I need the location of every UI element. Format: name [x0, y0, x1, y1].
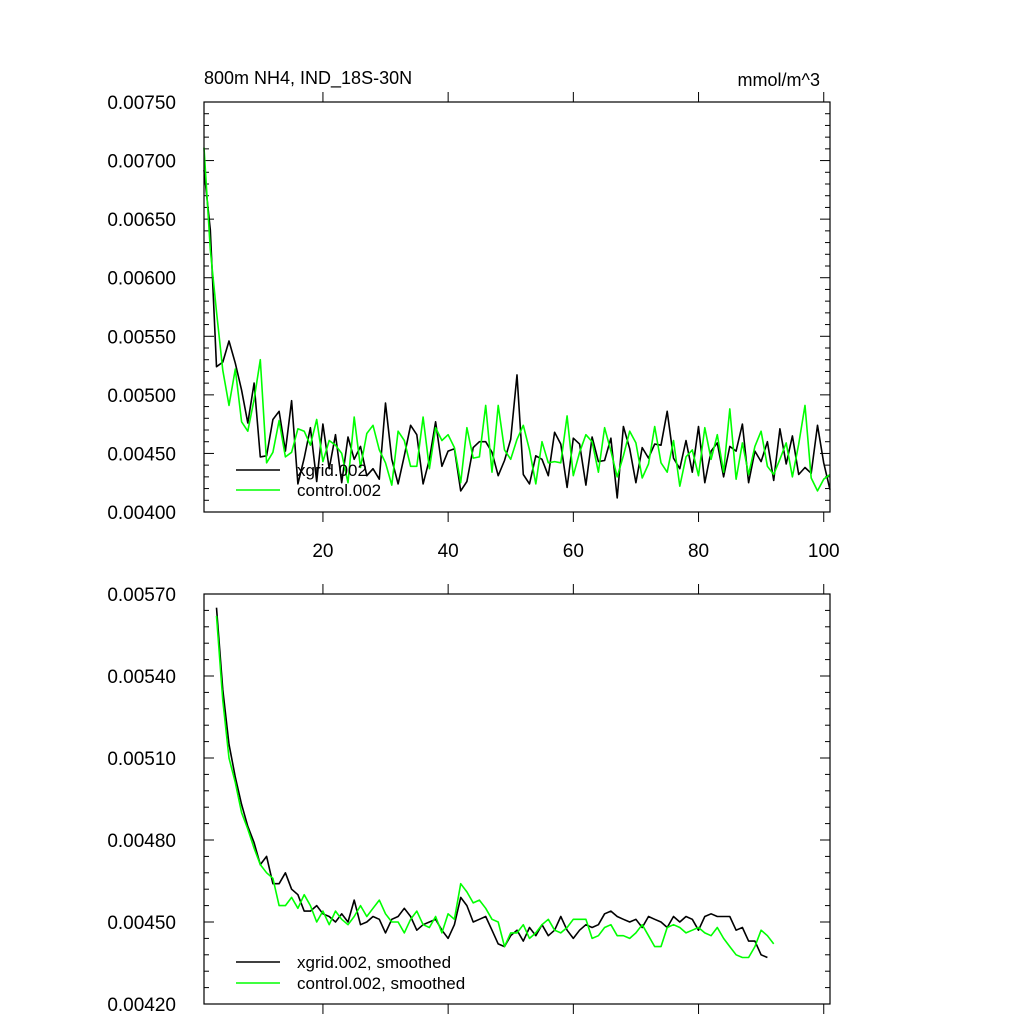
y-tick-label: 0.00510: [107, 749, 176, 770]
y-tick-label: 0.00500: [107, 386, 176, 407]
units-label: mmol/m^3: [738, 70, 820, 90]
bottom-lines: [215, 607, 775, 959]
y-tick-label: 0.00550: [107, 327, 176, 348]
top-plot-frame: [203, 101, 831, 513]
legend-label: control.002, smoothed: [297, 974, 465, 993]
legend-label: xgrid.002: [297, 461, 367, 480]
y-tick-label: 0.00450: [107, 444, 176, 465]
y-tick-label: 0.00570: [107, 585, 176, 606]
y-tick-label: 0.00600: [107, 269, 176, 290]
y-tick-label: 0.00420: [107, 995, 176, 1016]
y-tick-label: 0.00450: [107, 913, 176, 934]
bottom-ticks: 0.00420 0.00450 0.00480 0.00510 0.00540 0.005…: [107, 584, 830, 1016]
series-line-control: [215, 615, 775, 959]
x-tick-label: 80: [688, 541, 709, 562]
top-lines: [203, 147, 831, 499]
top-ticks: 0.00400 0.00450 0.00500 0.00550 0.00600 0.006…: [107, 92, 840, 562]
y-tick-label: 0.00700: [107, 152, 176, 173]
y-tick-label: 0.00400: [107, 503, 176, 524]
series-line-xgrid: [203, 169, 831, 499]
y-tick-label: 0.00540: [107, 667, 176, 688]
x-tick-label: 20: [312, 541, 333, 562]
y-tick-label: 0.00650: [107, 210, 176, 231]
x-tick-label: 100: [808, 541, 840, 562]
y-tick-label: 0.00750: [107, 93, 176, 114]
bottom-panel: 0.00420 0.00450 0.00480 0.00510 0.00540 0.005…: [107, 584, 831, 1016]
x-tick-label: 60: [563, 541, 584, 562]
bottom-legend: xgrid.002, smoothed control.002, smoothed: [236, 953, 465, 993]
y-tick-label: 0.00480: [107, 831, 176, 852]
chart-title: 800m NH4, IND_18S-30N: [204, 68, 412, 89]
series-line-xgrid: [215, 607, 768, 959]
legend-label: xgrid.002, smoothed: [297, 953, 451, 972]
series-line-control: [203, 147, 831, 492]
top-panel: 800m NH4, IND_18S-30N mmol/m^3 0.004000.…: [107, 68, 839, 562]
legend-label: control.002: [297, 481, 381, 500]
x-tick-label: 40: [438, 541, 459, 562]
bottom-plot-frame: [203, 593, 831, 1005]
